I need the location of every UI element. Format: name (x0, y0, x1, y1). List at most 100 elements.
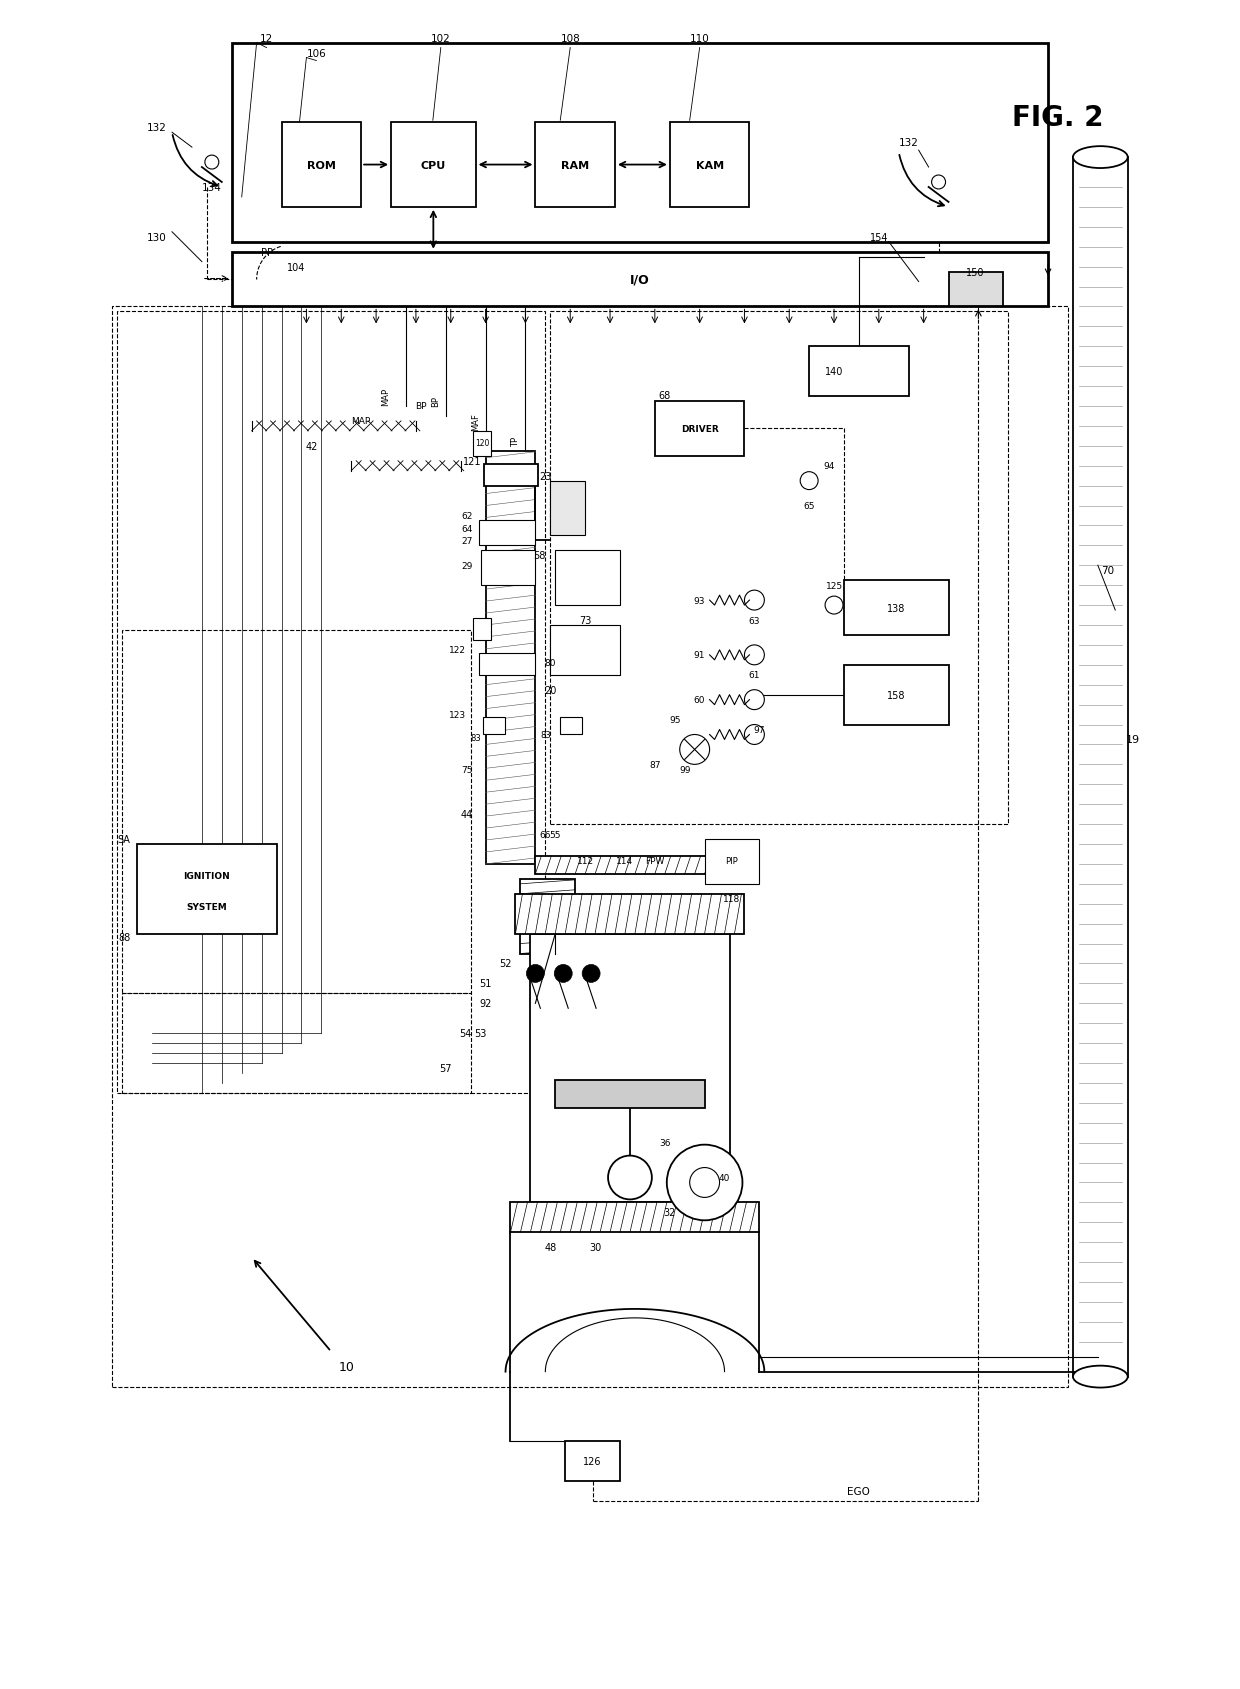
Circle shape (554, 964, 572, 983)
Text: ROM: ROM (308, 160, 336, 171)
Bar (560, 718, 582, 735)
Text: 68: 68 (658, 390, 671, 400)
Text: 102: 102 (432, 34, 450, 44)
Text: 58: 58 (533, 551, 546, 561)
Text: 125: 125 (826, 581, 843, 591)
Text: 110: 110 (689, 34, 709, 44)
Text: PIP: PIP (725, 856, 738, 866)
Text: 65: 65 (804, 502, 815, 510)
Text: IGNITION: IGNITION (184, 872, 231, 880)
Bar (949, 272, 1003, 307)
Text: MAP: MAP (351, 417, 371, 426)
Text: 30: 30 (589, 1243, 601, 1253)
Bar (484, 464, 538, 486)
Text: DRIVER: DRIVER (681, 424, 718, 434)
Text: EGO: EGO (847, 1486, 870, 1496)
Text: 114: 114 (616, 856, 634, 866)
Text: 132: 132 (148, 123, 167, 133)
Text: 134: 134 (202, 182, 222, 193)
Circle shape (608, 1155, 652, 1199)
Text: 121: 121 (464, 456, 482, 466)
Text: 23: 23 (539, 471, 552, 481)
Text: 29: 29 (461, 561, 472, 571)
Bar (232, 44, 1048, 243)
Bar (551, 481, 585, 535)
Text: 83: 83 (539, 731, 551, 740)
Text: 93: 93 (693, 596, 704, 605)
Bar (810, 346, 909, 397)
Text: 52: 52 (500, 959, 512, 969)
Bar (481, 551, 536, 586)
Circle shape (689, 1167, 719, 1198)
Bar (138, 844, 277, 934)
Bar (479, 522, 536, 546)
Bar (670, 123, 749, 208)
Text: 123: 123 (449, 711, 466, 720)
Text: 54: 54 (460, 1029, 472, 1039)
Text: 154: 154 (869, 233, 888, 243)
Bar (482, 718, 505, 735)
Bar (551, 625, 620, 676)
Text: SYSTEM: SYSTEM (186, 902, 227, 912)
Text: BP: BP (432, 397, 440, 407)
Text: 60: 60 (693, 696, 704, 704)
Text: 36: 36 (658, 1138, 671, 1147)
Bar (556, 1081, 704, 1108)
Text: TP: TP (511, 436, 520, 446)
Bar (123, 993, 471, 1093)
Bar (281, 123, 361, 208)
Bar (516, 893, 744, 934)
Text: 73: 73 (579, 616, 591, 625)
Text: 91: 91 (693, 650, 704, 660)
Text: 104: 104 (288, 262, 305, 272)
Circle shape (667, 1145, 743, 1221)
Text: 150: 150 (966, 267, 985, 277)
Text: MAP: MAP (382, 388, 391, 405)
Text: 94: 94 (823, 461, 835, 471)
Bar (391, 123, 476, 208)
Text: 158: 158 (887, 691, 905, 701)
Text: 108: 108 (560, 34, 580, 44)
Text: 55: 55 (549, 829, 560, 839)
Text: FPW: FPW (645, 856, 665, 866)
Bar (551, 312, 1008, 824)
Text: 70: 70 (1101, 566, 1115, 576)
Circle shape (582, 964, 600, 983)
Bar (479, 654, 536, 676)
Text: FIG. 2: FIG. 2 (1012, 105, 1104, 132)
Text: 12: 12 (260, 34, 273, 44)
Text: 48: 48 (544, 1243, 557, 1253)
Text: 80: 80 (544, 659, 556, 667)
Text: MAF: MAF (471, 412, 480, 431)
Text: 51: 51 (480, 980, 492, 988)
Bar (232, 253, 1048, 307)
Text: 97: 97 (754, 726, 765, 735)
Text: 118: 118 (723, 895, 740, 904)
Ellipse shape (1073, 1366, 1127, 1388)
Text: 106: 106 (306, 49, 326, 59)
Bar (556, 551, 620, 606)
Text: I/O: I/O (630, 274, 650, 287)
Bar (113, 307, 1068, 1387)
Text: BP: BP (415, 402, 427, 410)
Text: 63: 63 (749, 616, 760, 625)
Text: 64: 64 (461, 525, 472, 534)
Bar (565, 1441, 620, 1481)
Text: 87: 87 (649, 760, 661, 770)
Text: 122: 122 (449, 645, 466, 655)
Text: 138: 138 (887, 603, 905, 613)
Text: 53: 53 (475, 1029, 487, 1039)
Text: 130: 130 (148, 233, 167, 243)
Circle shape (680, 735, 709, 765)
Bar (844, 665, 949, 725)
Text: 40: 40 (719, 1174, 730, 1182)
Text: 32: 32 (663, 1208, 676, 1218)
Text: 95: 95 (670, 716, 681, 725)
Text: 140: 140 (825, 367, 843, 377)
Bar (844, 581, 949, 635)
Bar (472, 432, 491, 456)
Text: 62: 62 (461, 512, 472, 520)
Text: 92: 92 (480, 998, 492, 1008)
Text: KAM: KAM (696, 160, 724, 171)
Text: 75: 75 (461, 765, 472, 774)
